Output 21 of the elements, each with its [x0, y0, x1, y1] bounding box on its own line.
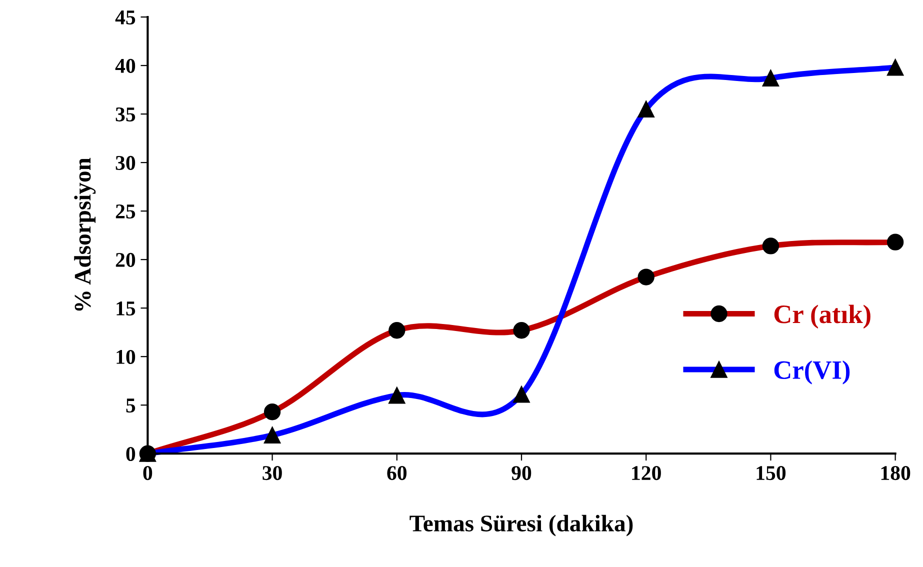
- x-tick-label: 180: [881, 466, 910, 480]
- x-tick-label: 30: [262, 466, 282, 480]
- y-tick-label: 25: [116, 204, 136, 218]
- x-tick-label: 0: [143, 466, 152, 480]
- y-tick-label: 0: [126, 446, 136, 462]
- y-tick-label: 20: [116, 252, 136, 267]
- x-tick-label: 60: [387, 466, 407, 480]
- legend-label: Cr (atık): [774, 304, 870, 329]
- y-tick-label: 10: [116, 350, 136, 364]
- y-tick-label: 30: [116, 156, 136, 170]
- x-tick-label: 120: [632, 466, 661, 480]
- y-tick-label: 15: [116, 302, 136, 316]
- y-tick-label: 45: [115, 10, 136, 24]
- y-tick-label: 40: [115, 58, 136, 73]
- x-axis-title: Temas Süresi (dakika): [410, 514, 633, 536]
- y-axis-title: % Adsorpsiyon: [74, 158, 96, 311]
- x-tick-label: 90: [512, 466, 532, 480]
- x-tick-label: 150: [756, 466, 786, 480]
- y-tick-label: 35: [116, 107, 136, 122]
- y-tick-label: 5: [126, 398, 136, 413]
- legend-label: Cr(VI): [774, 360, 850, 384]
